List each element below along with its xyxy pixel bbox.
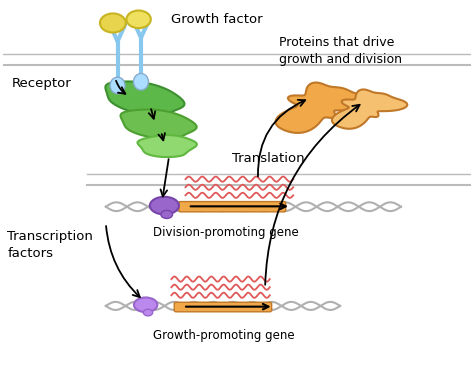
Ellipse shape bbox=[127, 10, 151, 28]
Text: Receptor: Receptor bbox=[12, 77, 72, 90]
Ellipse shape bbox=[100, 13, 126, 32]
Polygon shape bbox=[332, 90, 407, 129]
Ellipse shape bbox=[161, 210, 173, 219]
Polygon shape bbox=[120, 110, 197, 139]
FancyBboxPatch shape bbox=[174, 302, 272, 312]
Ellipse shape bbox=[134, 73, 148, 90]
Text: Proteins that drive
growth and division: Proteins that drive growth and division bbox=[279, 35, 402, 66]
Text: Transcription
factors: Transcription factors bbox=[8, 230, 93, 260]
Text: Translation: Translation bbox=[232, 153, 305, 166]
Ellipse shape bbox=[110, 77, 125, 94]
FancyBboxPatch shape bbox=[179, 201, 286, 212]
Polygon shape bbox=[275, 82, 372, 133]
Ellipse shape bbox=[134, 298, 157, 312]
Text: Growth-promoting gene: Growth-promoting gene bbox=[153, 329, 294, 342]
Ellipse shape bbox=[143, 309, 153, 316]
Text: Division-promoting gene: Division-promoting gene bbox=[153, 226, 299, 239]
Text: Growth factor: Growth factor bbox=[172, 13, 263, 26]
Polygon shape bbox=[105, 81, 184, 115]
Polygon shape bbox=[137, 135, 197, 157]
Ellipse shape bbox=[150, 197, 179, 214]
